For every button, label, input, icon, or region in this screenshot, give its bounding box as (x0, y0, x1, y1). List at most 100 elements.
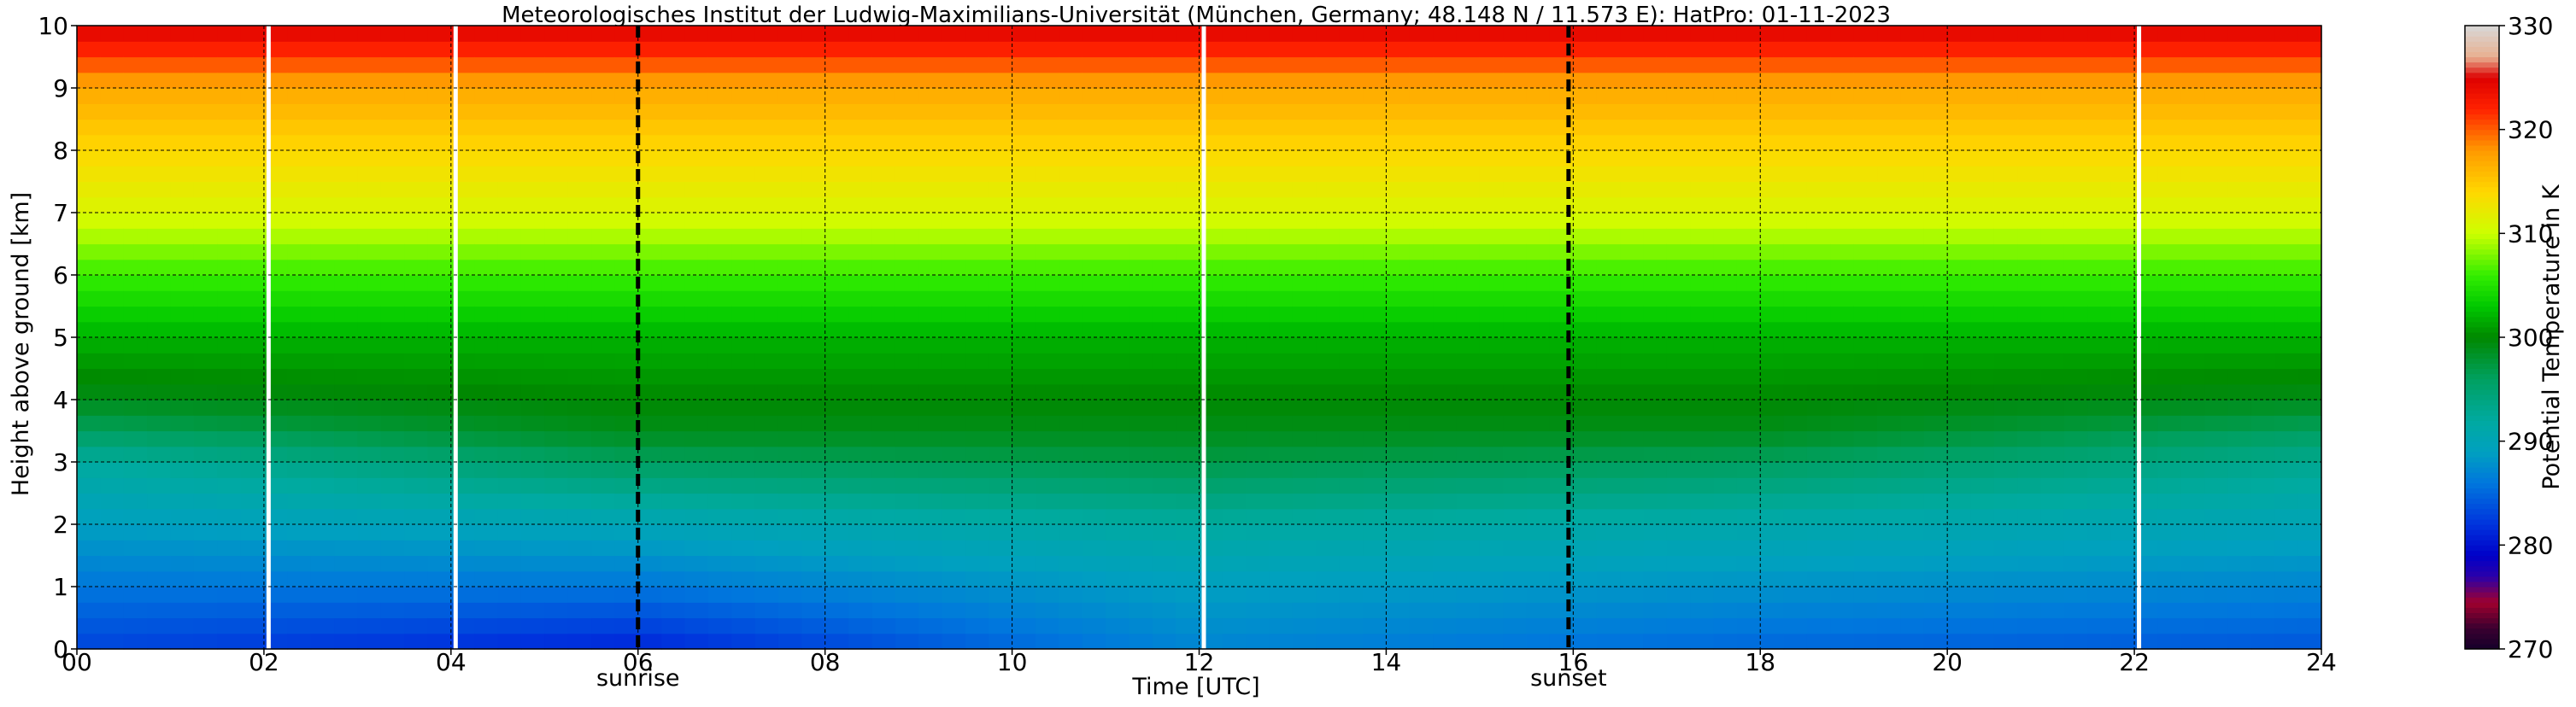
heatmap-cell (2063, 602, 2088, 619)
heatmap-cell (614, 508, 639, 525)
heatmap-cell (1059, 150, 1083, 167)
colorbar-swatch (2465, 202, 2499, 208)
heatmap-cell (2297, 477, 2322, 494)
heatmap-cell (520, 633, 545, 650)
heatmap-cell (1316, 150, 1341, 167)
heatmap-cell (824, 56, 849, 73)
heatmap-cell (942, 26, 966, 42)
heatmap-cell (1666, 524, 1691, 540)
heatmap-cell (661, 415, 686, 432)
heatmap-cell (1035, 337, 1059, 354)
heatmap-cell (1923, 243, 1948, 260)
heatmap-cell (1853, 602, 1878, 619)
heatmap-cell (801, 103, 826, 120)
heatmap-cell (427, 259, 452, 276)
colorbar-swatch (2465, 383, 2499, 390)
heatmap-cell (918, 56, 943, 73)
heatmap-cell (1853, 462, 1878, 478)
heatmap-cell (1596, 306, 1621, 323)
heatmap-cell (1479, 41, 1504, 58)
heatmap-cell (1456, 415, 1481, 432)
heatmap-cell (1526, 633, 1551, 650)
heatmap-cell (1690, 602, 1715, 619)
heatmap-cell (217, 415, 242, 432)
heatmap-cell (1923, 134, 1948, 151)
heatmap-cell (1012, 570, 1036, 587)
heatmap-cell (942, 181, 966, 198)
heatmap-cell (1059, 587, 1083, 603)
heatmap-cell (1363, 462, 1388, 478)
heatmap-cell (357, 275, 382, 291)
heatmap-cell (193, 306, 218, 323)
heatmap-cell (193, 103, 218, 120)
heatmap-cell (1993, 555, 2018, 572)
heatmap-cell (1806, 368, 1831, 385)
heatmap-cell (357, 462, 382, 478)
heatmap-cell (2087, 493, 2112, 510)
heatmap-cell (193, 633, 218, 650)
heatmap-cell (2017, 88, 2042, 104)
heatmap-cell (240, 166, 265, 183)
heatmap-cell (1222, 196, 1247, 213)
heatmap-cell (1246, 306, 1270, 323)
heatmap-cell (2040, 400, 2065, 416)
heatmap-cell (310, 617, 335, 634)
heatmap-cell (1947, 56, 1972, 73)
heatmap-cell (497, 353, 522, 370)
heatmap-cell (474, 430, 499, 447)
heatmap-cell (380, 462, 405, 478)
heatmap-cell (1409, 321, 1434, 338)
heatmap-cell (1082, 150, 1106, 167)
heatmap-cell (661, 275, 686, 291)
heatmap-cell (684, 383, 709, 400)
heatmap-cell (1993, 617, 2018, 634)
heatmap-cell (965, 56, 989, 73)
heatmap-cell (801, 213, 826, 229)
heatmap-cell (965, 493, 989, 510)
heatmap-cell (1363, 321, 1388, 338)
heatmap-cell (544, 41, 569, 58)
heatmap-cell (357, 259, 382, 276)
heatmap-cell (1806, 119, 1831, 136)
heatmap-cell (217, 400, 242, 416)
heatmap-cell (1363, 368, 1388, 385)
heatmap-cell (100, 275, 125, 291)
heatmap-cell (334, 400, 358, 416)
heatmap-cell (942, 228, 966, 245)
heatmap-cell (2274, 259, 2299, 276)
heatmap-cell (801, 587, 826, 603)
y-tick-label: 7 (53, 199, 68, 227)
heatmap-cell (310, 41, 335, 58)
heatmap-cell (1830, 400, 1855, 416)
heatmap-cell (2180, 602, 2205, 619)
heatmap-cell (100, 493, 125, 510)
heatmap-cell (731, 166, 756, 183)
heatmap-cell (777, 181, 802, 198)
heatmap-cell (2180, 477, 2205, 494)
heatmap-cell (754, 587, 779, 603)
heatmap-cell (2180, 353, 2205, 370)
heatmap-cell (1269, 555, 1294, 572)
heatmap-cell (637, 290, 662, 307)
heatmap-cell (1970, 400, 1995, 416)
heatmap-cell (193, 383, 218, 400)
heatmap-cell (1830, 430, 1855, 447)
heatmap-cell (1923, 462, 1948, 478)
heatmap-cell (520, 368, 545, 385)
heatmap-cell (170, 415, 195, 432)
heatmap-cell (591, 477, 615, 494)
heatmap-cell (1222, 243, 1247, 260)
heatmap-cell (661, 430, 686, 447)
heatmap-cell (2157, 493, 2182, 510)
heatmap-cell (1947, 306, 1972, 323)
heatmap-cell (942, 493, 966, 510)
heatmap-cell (661, 570, 686, 587)
heatmap-cell (684, 462, 709, 478)
heatmap-cell (1246, 462, 1270, 478)
heatmap-cell (2227, 41, 2252, 58)
y-tick-label: 8 (53, 137, 68, 165)
heatmap-cell (474, 587, 499, 603)
heatmap-cell (1993, 400, 2018, 416)
heatmap-cell (1316, 228, 1341, 245)
heatmap-cell (1713, 181, 1738, 198)
